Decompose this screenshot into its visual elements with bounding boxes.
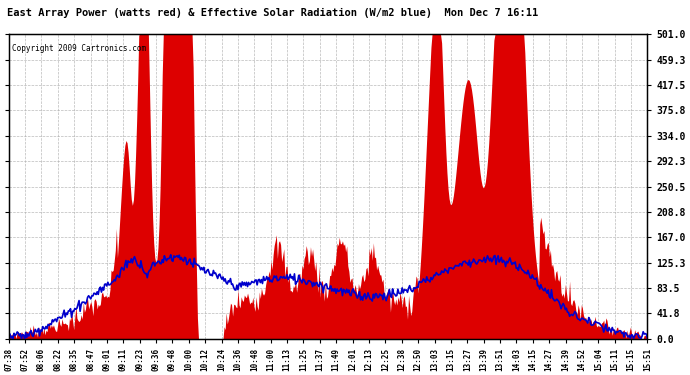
Text: Copyright 2009 Cartronics.com: Copyright 2009 Cartronics.com <box>12 44 146 52</box>
Text: East Array Power (watts red) & Effective Solar Radiation (W/m2 blue)  Mon Dec 7 : East Array Power (watts red) & Effective… <box>7 8 538 18</box>
